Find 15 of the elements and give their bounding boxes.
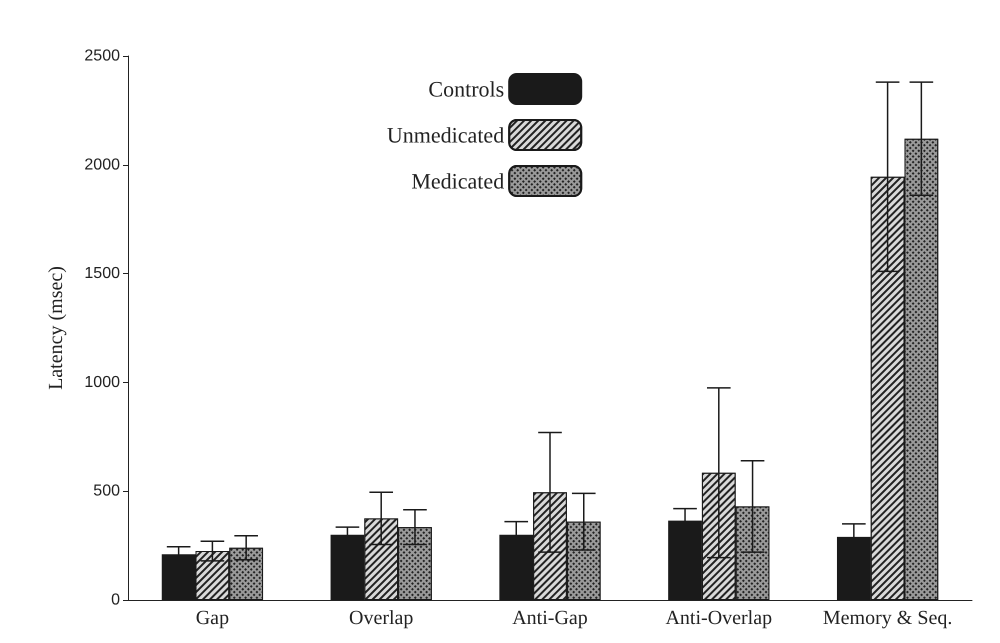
y-tick-label: 1500 <box>84 265 120 282</box>
y-tick-label: 2500 <box>84 48 120 64</box>
x-tick-label: Anti-Overlap <box>665 607 772 629</box>
x-tick-label: Overlap <box>348 607 414 629</box>
x-tick-label: Anti-Gap <box>512 607 588 629</box>
legend-label: Unmedicated <box>386 122 504 148</box>
y-tick-label: 0 <box>111 592 120 608</box>
legend-label: Medicated <box>411 168 504 194</box>
y-tick-label: 2000 <box>84 156 120 174</box>
y-axis-title: Latency (msec) <box>45 266 67 390</box>
y-tick-label: 1000 <box>84 374 120 391</box>
y-tick-label: 500 <box>93 482 120 500</box>
x-tick-label: Gap <box>196 607 230 629</box>
legend-label: Controls <box>428 76 504 102</box>
x-tick-label: Memory & Seq. <box>822 607 952 629</box>
